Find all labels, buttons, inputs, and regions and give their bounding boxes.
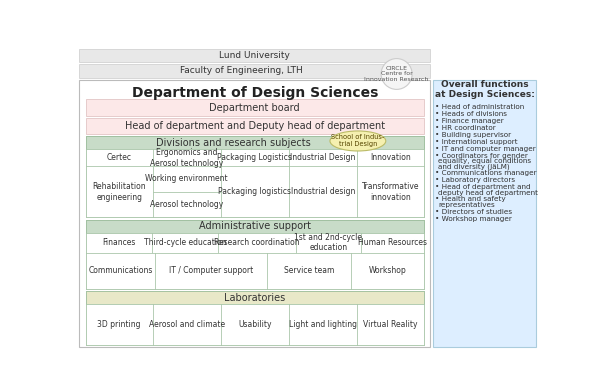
Text: Administrative support: Administrative support (199, 221, 311, 231)
Ellipse shape (330, 131, 386, 151)
FancyBboxPatch shape (152, 149, 221, 166)
Text: Overall functions
at Design Sciences:: Overall functions at Design Sciences: (434, 80, 535, 99)
Text: Working environment: Working environment (145, 174, 228, 183)
Text: Aerosol technology: Aerosol technology (150, 200, 223, 209)
Text: Aerosol and climate: Aerosol and climate (149, 320, 224, 329)
FancyBboxPatch shape (86, 100, 424, 116)
Text: • Communications manager: • Communications manager (434, 170, 536, 176)
Text: representatives: representatives (439, 202, 495, 208)
Text: • Directors of studies: • Directors of studies (434, 209, 512, 215)
Text: Communications: Communications (88, 266, 152, 275)
FancyBboxPatch shape (86, 118, 424, 134)
FancyBboxPatch shape (86, 291, 424, 304)
Text: Certec: Certec (107, 153, 131, 162)
Text: and diversity (JäLM): and diversity (JäLM) (439, 164, 510, 170)
FancyBboxPatch shape (86, 136, 424, 217)
FancyBboxPatch shape (152, 166, 221, 192)
FancyBboxPatch shape (79, 80, 430, 347)
Circle shape (381, 58, 412, 89)
Text: • Finance manager: • Finance manager (434, 118, 503, 124)
Text: Divisions and research subjects: Divisions and research subjects (157, 138, 311, 148)
FancyBboxPatch shape (221, 166, 289, 217)
FancyBboxPatch shape (152, 304, 221, 345)
Text: Lund University: Lund University (220, 51, 290, 60)
Text: Virtual Reality: Virtual Reality (363, 320, 418, 329)
FancyBboxPatch shape (79, 49, 430, 62)
Text: • Head of department and: • Head of department and (434, 184, 530, 190)
Text: • HR coordinator: • HR coordinator (434, 125, 496, 131)
Text: • Head of administration: • Head of administration (434, 104, 524, 110)
FancyBboxPatch shape (361, 232, 424, 252)
Text: Faculty of Engineering, LTH: Faculty of Engineering, LTH (180, 66, 303, 75)
Text: Service team: Service team (284, 266, 334, 275)
Text: IT / Computer support: IT / Computer support (169, 266, 253, 275)
Text: Human Resources: Human Resources (358, 238, 427, 247)
Text: Industrial design: Industrial design (291, 187, 355, 196)
FancyBboxPatch shape (86, 252, 155, 289)
Text: Ergonomics and
Aerosol technology: Ergonomics and Aerosol technology (150, 148, 223, 168)
Text: Research coordination: Research coordination (214, 238, 300, 247)
FancyBboxPatch shape (289, 304, 357, 345)
Text: Usability: Usability (238, 320, 272, 329)
FancyBboxPatch shape (357, 166, 424, 217)
Text: • Heads of divisions: • Heads of divisions (434, 111, 506, 117)
FancyBboxPatch shape (221, 149, 289, 166)
FancyBboxPatch shape (86, 291, 424, 345)
Text: Department board: Department board (209, 103, 300, 113)
FancyBboxPatch shape (433, 80, 536, 347)
FancyBboxPatch shape (218, 232, 296, 252)
FancyBboxPatch shape (357, 149, 424, 166)
Text: • International support: • International support (434, 139, 517, 145)
Text: Light and lighting: Light and lighting (289, 320, 357, 329)
FancyBboxPatch shape (86, 304, 152, 345)
FancyBboxPatch shape (152, 192, 221, 217)
FancyBboxPatch shape (267, 252, 351, 289)
FancyBboxPatch shape (86, 220, 424, 232)
Text: equality, equal conditions: equality, equal conditions (439, 158, 532, 164)
Text: Workshop: Workshop (368, 266, 406, 275)
Text: Finances: Finances (102, 238, 136, 247)
Text: • IT and computer manager: • IT and computer manager (434, 145, 535, 152)
Text: • Coordinators for gender: • Coordinators for gender (434, 152, 527, 158)
Text: Innovation: Innovation (370, 153, 411, 162)
FancyBboxPatch shape (86, 136, 424, 149)
Text: CIRCLE
Centre for
Innovation Research: CIRCLE Centre for Innovation Research (364, 66, 429, 82)
FancyBboxPatch shape (86, 166, 152, 217)
FancyBboxPatch shape (155, 252, 267, 289)
Text: Packaging Logistics: Packaging Logistics (217, 153, 292, 162)
Text: 3D printing: 3D printing (97, 320, 141, 329)
Text: Laboratories: Laboratories (224, 293, 286, 303)
FancyBboxPatch shape (296, 232, 361, 252)
Text: deputy head of department: deputy head of department (439, 190, 538, 196)
FancyBboxPatch shape (152, 232, 218, 252)
FancyBboxPatch shape (351, 252, 424, 289)
Text: • Health and safety: • Health and safety (434, 196, 505, 202)
FancyBboxPatch shape (221, 304, 289, 345)
Text: Transformative
innovation: Transformative innovation (362, 182, 419, 201)
Text: • Workshop manager: • Workshop manager (434, 216, 511, 221)
FancyBboxPatch shape (86, 149, 152, 166)
FancyBboxPatch shape (289, 149, 357, 166)
Text: School of Indus-
trial Design: School of Indus- trial Design (331, 134, 385, 147)
FancyBboxPatch shape (86, 232, 152, 252)
FancyBboxPatch shape (86, 220, 424, 289)
Text: • Laboratory directors: • Laboratory directors (434, 177, 515, 183)
Text: Head of department and Deputy head of department: Head of department and Deputy head of de… (125, 122, 385, 131)
FancyBboxPatch shape (79, 64, 430, 78)
Text: Rehabilitation
engineering: Rehabilitation engineering (92, 182, 146, 201)
FancyBboxPatch shape (357, 304, 424, 345)
Text: Industrial Design: Industrial Design (290, 153, 356, 162)
Text: • Building supervisor: • Building supervisor (434, 132, 511, 138)
Text: Packaging logistics: Packaging logistics (218, 187, 292, 196)
Text: 1st and 2nd-cycle
education: 1st and 2nd-cycle education (295, 233, 362, 252)
Text: Department of Design Sciences: Department of Design Sciences (131, 86, 378, 100)
FancyBboxPatch shape (289, 166, 357, 217)
Text: Third-cycle education: Third-cycle education (144, 238, 226, 247)
